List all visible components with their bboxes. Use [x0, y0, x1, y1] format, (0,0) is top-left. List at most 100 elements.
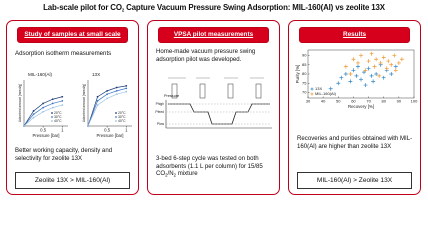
- point: [381, 75, 386, 80]
- panel-header: VPSA pilot measurements: [158, 27, 269, 43]
- sub: 2: [165, 172, 168, 178]
- point: [348, 72, 353, 76]
- level-label: Phigh: [156, 102, 165, 106]
- isotherm-point: [106, 89, 109, 92]
- point: [336, 81, 341, 86]
- column: [255, 83, 262, 99]
- pilot-diagram: [165, 77, 272, 129]
- y-tick-label: 70: [302, 90, 307, 95]
- point: [369, 51, 374, 56]
- x-tick-label: 40: [321, 99, 326, 104]
- isotherm-point: [125, 87, 128, 90]
- point: [351, 68, 356, 73]
- point: [374, 57, 379, 62]
- point: [399, 57, 404, 62]
- legend-marker: [51, 116, 53, 118]
- legend-label: 40°C: [118, 119, 126, 123]
- legend-marker: [310, 92, 314, 96]
- conclusion: Recoveries and purities obtained with MI…: [297, 135, 413, 150]
- sub: 2: [173, 172, 177, 178]
- isotherm-point: [125, 90, 128, 93]
- isotherm-point: [61, 95, 64, 98]
- legend-label: 30°C: [54, 115, 62, 119]
- point: [386, 59, 391, 64]
- point: [371, 79, 376, 84]
- text: mixture: [176, 170, 198, 178]
- point: [366, 66, 371, 71]
- conclusion: Better working capacity, density and sel…: [15, 147, 113, 162]
- panel-header: Results: [299, 27, 410, 43]
- x-tick-label: 30: [306, 99, 311, 104]
- legend-marker: [115, 116, 117, 118]
- title-text: Lab-scale pilot for CO: [43, 3, 122, 12]
- text: /N: [167, 170, 174, 178]
- isotherm-point: [51, 106, 54, 109]
- isotherm-point: [115, 93, 118, 96]
- chart-title: MIL-160(Al): [28, 72, 52, 77]
- panel: VPSA pilot measurements Home-made vacuum…: [147, 20, 280, 195]
- point: [363, 83, 368, 88]
- point: [343, 64, 348, 69]
- point: [328, 86, 333, 91]
- legend-label: MIL-160(Al): [315, 91, 337, 96]
- x-tick-label: 0.5: [40, 128, 47, 133]
- isotherm-point: [96, 95, 99, 98]
- point: [378, 60, 383, 65]
- x-axis-label: Recovery [%]: [348, 104, 374, 109]
- verdict: MIL-160(Al) > Zeolite 13X: [297, 172, 412, 189]
- legend-label: 20°C: [118, 111, 126, 115]
- isotherm-point: [96, 104, 99, 106]
- isotherm-point: [61, 100, 64, 102]
- column: [227, 83, 234, 99]
- x-tick-label: 70: [366, 99, 371, 104]
- y-axis-label: Adsorbed amount [mmol/g]: [18, 84, 22, 122]
- isotherm-point: [32, 113, 35, 116]
- x-tick-label: 80: [381, 99, 386, 104]
- isotherm-point: [32, 116, 35, 119]
- isotherm-point: [106, 93, 109, 96]
- panel: Study of samples at small scale Adsorpti…: [6, 20, 139, 195]
- legend-marker: [51, 112, 53, 114]
- text: 3-bed 6-step cycle was tested on both ad…: [156, 155, 263, 178]
- y-axis-label: Purity [%]: [295, 65, 300, 84]
- point: [359, 77, 363, 82]
- isotherm-point: [51, 98, 54, 101]
- chart-title: 13X: [92, 72, 100, 77]
- isotherm-point: [51, 102, 54, 105]
- cycle-text: 3-bed 6-step cycle was tested on both ad…: [156, 155, 276, 178]
- point: [377, 73, 382, 78]
- legend-marker: [115, 112, 117, 114]
- point: [374, 72, 379, 76]
- x-axis-label: Pressure [bar]: [33, 133, 60, 138]
- point: [366, 59, 371, 64]
- graphical-abstract: Lab-scale pilot for CO 2 Capture Vacuum P…: [0, 3, 428, 195]
- panel-header: Study of samples at small scale: [17, 27, 128, 43]
- legend-label: 40°C: [54, 119, 62, 123]
- axis-label: Pressure: [164, 94, 179, 98]
- point: [343, 72, 348, 76]
- legend-label: 20°C: [54, 111, 62, 115]
- x-tick-label: 0.5: [104, 128, 111, 133]
- isotherm-point: [61, 104, 64, 106]
- title-text: Capture Vacuum Pressure Swing Adsorption…: [124, 3, 385, 12]
- isotherm-point: [42, 102, 45, 105]
- isotherm-point: [115, 86, 118, 89]
- isotherm-point: [87, 125, 89, 127]
- point: [339, 75, 344, 80]
- column: [199, 83, 206, 99]
- isotherm-point: [96, 100, 99, 102]
- subtitle: Adsorption isotherm measurements: [15, 50, 112, 57]
- x-tick-label: 50: [336, 99, 341, 104]
- level-label: Pfeed: [155, 110, 164, 114]
- x-tick-label: 1: [61, 128, 64, 133]
- x-axis-label: Pressure [bar]: [97, 133, 124, 138]
- legend-marker: [51, 120, 53, 122]
- point: [389, 72, 394, 76]
- isotherm-point: [125, 84, 128, 87]
- y-tick-label: 85: [302, 62, 307, 67]
- y-tick-label: 90: [302, 53, 307, 58]
- point: [396, 60, 401, 65]
- title: Lab-scale pilot for CO2 Capture Vacuum P…: [0, 3, 428, 12]
- x-tick-label: 1: [125, 128, 128, 133]
